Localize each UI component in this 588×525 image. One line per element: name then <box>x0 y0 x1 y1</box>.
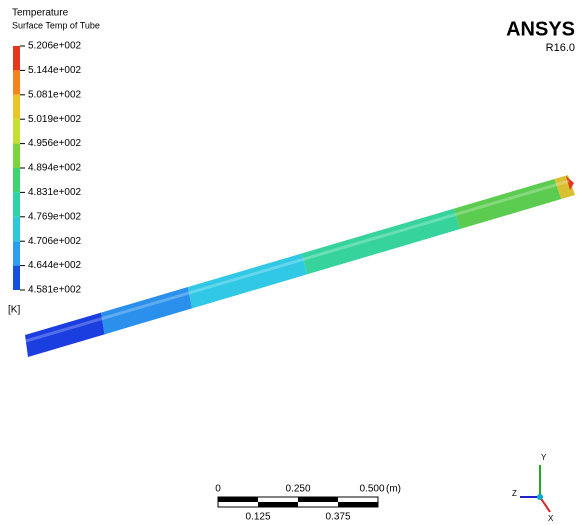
legend-band <box>13 168 20 192</box>
viewport: Temperature Surface Temp of Tube 5.206e+… <box>0 0 588 525</box>
legend-band <box>13 217 20 241</box>
triad-label: Z <box>512 489 517 498</box>
legend: 5.206e+002 5.144e+002 5.081e+002 5.019e+002… <box>13 41 82 296</box>
legend-level: 4.581e+002 <box>28 285 82 296</box>
legend-band <box>13 144 20 168</box>
scale-label: 0 <box>215 484 221 495</box>
legend-level: 5.081e+002 <box>28 89 82 100</box>
scale-segment <box>338 502 378 507</box>
scale-label: 0.500 <box>359 484 384 495</box>
legend-level: 4.644e+002 <box>28 260 82 271</box>
scale-label: 0.250 <box>285 484 310 495</box>
legend-band <box>13 266 20 290</box>
legend-level: 5.206e+002 <box>28 41 82 52</box>
legend-level: 4.769e+002 <box>28 211 82 222</box>
tube-model <box>25 175 575 357</box>
legend-level: 5.019e+002 <box>28 114 82 125</box>
scale-segment <box>298 497 338 502</box>
legend-band <box>13 70 20 94</box>
scale-label: 0.125 <box>245 512 270 523</box>
legend-unit: [K] <box>8 305 20 316</box>
scale-unit: (m) <box>386 484 401 495</box>
legend-band <box>13 241 20 265</box>
brand-logo: ANSYS <box>506 18 575 40</box>
legend-band <box>13 119 20 143</box>
tube-segment <box>188 253 307 308</box>
triad-label: Y <box>541 453 547 462</box>
axis-triad: Y Z X <box>512 453 554 523</box>
tube-segment <box>25 313 105 357</box>
tube-highlight <box>26 181 569 341</box>
legend-level: 5.144e+002 <box>28 65 82 76</box>
legend-level: 4.831e+002 <box>28 187 82 198</box>
triad-origin <box>537 494 543 500</box>
scale-label: 0.375 <box>325 512 350 523</box>
tube-segment <box>302 209 460 275</box>
legend-band <box>13 192 20 216</box>
triad-label: X <box>548 514 554 523</box>
legend-level: 4.894e+002 <box>28 163 82 174</box>
legend-title: Temperature <box>12 8 69 19</box>
scale-segment <box>218 497 258 502</box>
legend-level: 4.706e+002 <box>28 236 82 247</box>
version: R16.0 <box>546 42 575 54</box>
legend-level: 4.956e+002 <box>28 138 82 149</box>
legend-band <box>13 46 20 70</box>
scale-segment <box>258 502 298 507</box>
legend-band <box>13 95 20 119</box>
scale-bar: 0 0.250 0.500 (m) 0.125 0.375 <box>215 484 401 523</box>
tube-segment <box>101 287 192 334</box>
legend-subtitle: Surface Temp of Tube <box>12 20 100 30</box>
